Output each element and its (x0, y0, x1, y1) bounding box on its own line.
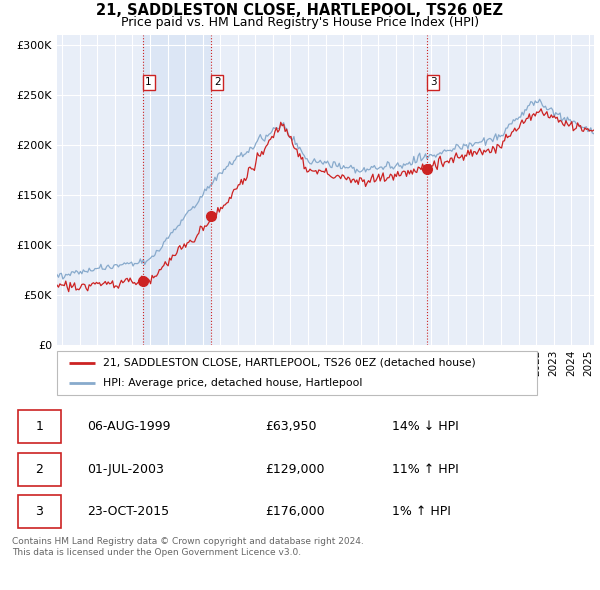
Text: 3: 3 (430, 77, 437, 87)
Text: £63,950: £63,950 (265, 420, 317, 434)
Bar (143, 35, 211, 345)
Text: 01-JUL-2003: 01-JUL-2003 (87, 463, 164, 476)
Text: 3: 3 (35, 505, 43, 519)
Text: 06-AUG-1999: 06-AUG-1999 (87, 420, 170, 434)
FancyBboxPatch shape (18, 410, 61, 444)
FancyBboxPatch shape (18, 495, 61, 529)
Text: 14% ↓ HPI: 14% ↓ HPI (392, 420, 459, 434)
Text: 1: 1 (35, 420, 43, 434)
Text: £129,000: £129,000 (265, 463, 325, 476)
Text: 11% ↑ HPI: 11% ↑ HPI (392, 463, 459, 476)
Text: 2: 2 (35, 463, 43, 476)
Text: 1% ↑ HPI: 1% ↑ HPI (392, 505, 451, 519)
FancyBboxPatch shape (18, 453, 61, 486)
FancyBboxPatch shape (57, 351, 537, 395)
Text: 2: 2 (214, 77, 221, 87)
Text: 1: 1 (145, 77, 152, 87)
Text: HPI: Average price, detached house, Hartlepool: HPI: Average price, detached house, Hart… (103, 378, 362, 388)
Text: Price paid vs. HM Land Registry's House Price Index (HPI): Price paid vs. HM Land Registry's House … (121, 16, 479, 29)
Text: Contains HM Land Registry data © Crown copyright and database right 2024.
This d: Contains HM Land Registry data © Crown c… (12, 537, 364, 557)
Text: £176,000: £176,000 (265, 505, 325, 519)
Text: 21, SADDLESTON CLOSE, HARTLEPOOL, TS26 0EZ (detached house): 21, SADDLESTON CLOSE, HARTLEPOOL, TS26 0… (103, 358, 475, 368)
Text: 21, SADDLESTON CLOSE, HARTLEPOOL, TS26 0EZ: 21, SADDLESTON CLOSE, HARTLEPOOL, TS26 0… (97, 3, 503, 18)
Text: 23-OCT-2015: 23-OCT-2015 (87, 505, 169, 519)
